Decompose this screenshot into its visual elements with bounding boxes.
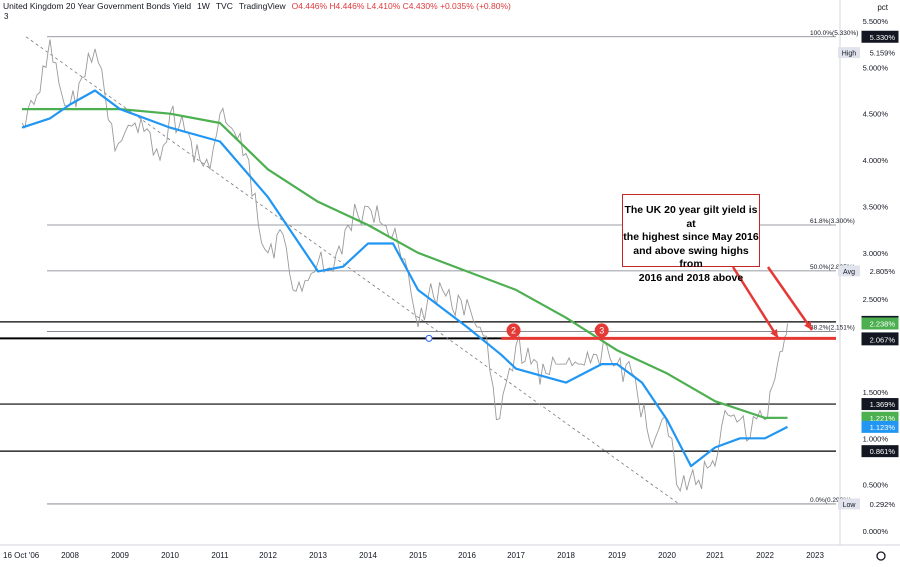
annotation-line: the highest since May 2016 bbox=[623, 231, 759, 243]
unit-label: pct bbox=[877, 3, 888, 12]
price-tag-box bbox=[838, 47, 860, 59]
swing-high-marker bbox=[506, 323, 521, 338]
ma-blue-line bbox=[21, 89, 788, 468]
annotation-arrow bbox=[731, 266, 780, 339]
swing-high-marker-label: 3 bbox=[599, 325, 604, 335]
y-tick-label: 4.500% bbox=[863, 110, 889, 119]
price-label-box bbox=[861, 317, 899, 330]
y-tick-label: 0.500% bbox=[863, 481, 889, 490]
y-tick-label: 4.000% bbox=[863, 156, 889, 165]
x-tick-label: 2013 bbox=[309, 551, 327, 560]
price-label-box bbox=[862, 265, 898, 277]
fib-level-label: 61.8%(3.300%) bbox=[810, 218, 855, 225]
price-tag: Avg bbox=[843, 269, 855, 276]
annotation-line: and above swing highs from bbox=[633, 244, 749, 271]
annotation-arrow-2 bbox=[766, 266, 814, 331]
interval-label[interactable]: 1W bbox=[197, 1, 210, 11]
price-label-box bbox=[861, 30, 899, 43]
price-label: 2.067% bbox=[870, 335, 896, 344]
fib-level-label: 38.2%(2.151%) bbox=[810, 325, 855, 332]
y-tick-label: 3.500% bbox=[863, 202, 889, 211]
trendline bbox=[25, 36, 680, 505]
y-tick-label: 1.000% bbox=[863, 434, 889, 443]
price-label-box bbox=[861, 333, 899, 346]
ma-green-line bbox=[22, 108, 788, 419]
x-tick-label: 2011 bbox=[211, 551, 229, 560]
price-label: 5.330% bbox=[870, 33, 896, 42]
source-label: TVC bbox=[215, 1, 233, 11]
x-tick-label: 2010 bbox=[161, 551, 179, 560]
price-label: 1.369% bbox=[870, 400, 896, 409]
y-tick-label: 0.000% bbox=[863, 527, 889, 536]
price-label-box bbox=[862, 47, 898, 59]
fib-level-label: 0.0%(0.292%) bbox=[810, 497, 851, 504]
price-label-box bbox=[862, 498, 898, 510]
swing-high-marker-label: 2 bbox=[511, 325, 516, 335]
swing-high-marker bbox=[594, 323, 609, 338]
y-tick-label: 1.500% bbox=[863, 388, 889, 397]
price-tag: High bbox=[842, 51, 857, 58]
price-label: 5.159% bbox=[870, 49, 896, 58]
chart-header: United Kingdom 20 Year Government Bonds … bbox=[0, 0, 511, 13]
price-tag-box bbox=[838, 498, 860, 510]
price-label: 0.861% bbox=[870, 447, 896, 456]
ohlc-values: O4.446% H4.446% L4.410% C4.430% +0.035% … bbox=[291, 1, 511, 11]
annotation-arrow-head bbox=[770, 329, 778, 338]
trendline-anchor bbox=[425, 334, 433, 342]
symbol-title[interactable]: United Kingdom 20 Year Government Bonds … bbox=[3, 1, 192, 11]
price-label: 1.221% bbox=[870, 414, 896, 423]
settings-icon[interactable] bbox=[876, 551, 886, 561]
price-label: 0.292% bbox=[870, 500, 896, 509]
platform-label: TradingView bbox=[238, 1, 286, 11]
x-tick-label: 2019 bbox=[608, 551, 626, 560]
y-tick-label: 5.500% bbox=[863, 17, 889, 26]
x-tick-label: 2015 bbox=[409, 551, 427, 560]
x-tick-label: 2021 bbox=[706, 551, 724, 560]
price-label-box bbox=[861, 398, 899, 411]
price-label: 2.805% bbox=[870, 267, 896, 276]
x-tick-label: 2023 bbox=[806, 551, 824, 560]
x-tick-label: 2012 bbox=[259, 551, 277, 560]
index-tag: 3 bbox=[4, 12, 9, 21]
x-tick-label: 2016 bbox=[458, 551, 476, 560]
x-tick-label: 16 Oct '06 bbox=[3, 551, 40, 560]
price-label: 1.123% bbox=[870, 423, 896, 432]
annotation-line: The UK 20 year gilt yield is at bbox=[624, 204, 758, 230]
y-tick-label: 2.500% bbox=[863, 295, 889, 304]
annotation-box: The UK 20 year gilt yield is at the high… bbox=[622, 194, 760, 284]
annotation-arrow-2-head bbox=[804, 321, 812, 330]
x-tick-label: 2008 bbox=[61, 551, 79, 560]
x-tick-label: 2020 bbox=[658, 551, 676, 560]
price-label-box bbox=[861, 420, 899, 433]
x-tick-label: 2018 bbox=[557, 551, 575, 560]
price-tag-box bbox=[838, 265, 860, 277]
x-tick-label: 2014 bbox=[359, 551, 377, 560]
price-label: 2.238% bbox=[870, 319, 896, 328]
fib-level-label: 50.0%(2.805%) bbox=[810, 264, 855, 271]
y-tick-label: 5.000% bbox=[863, 63, 889, 72]
fib-level-label: 100.0%(5.330%) bbox=[810, 30, 858, 37]
x-tick-label: 2017 bbox=[507, 551, 525, 560]
y-tick-label: 3.000% bbox=[863, 249, 889, 258]
price-label-box bbox=[861, 445, 899, 458]
annotation-line: 2016 and 2018 above bbox=[638, 271, 744, 284]
price-tag: Low bbox=[843, 502, 857, 509]
x-tick-label: 2022 bbox=[756, 551, 774, 560]
x-tick-label: 2009 bbox=[111, 551, 129, 560]
